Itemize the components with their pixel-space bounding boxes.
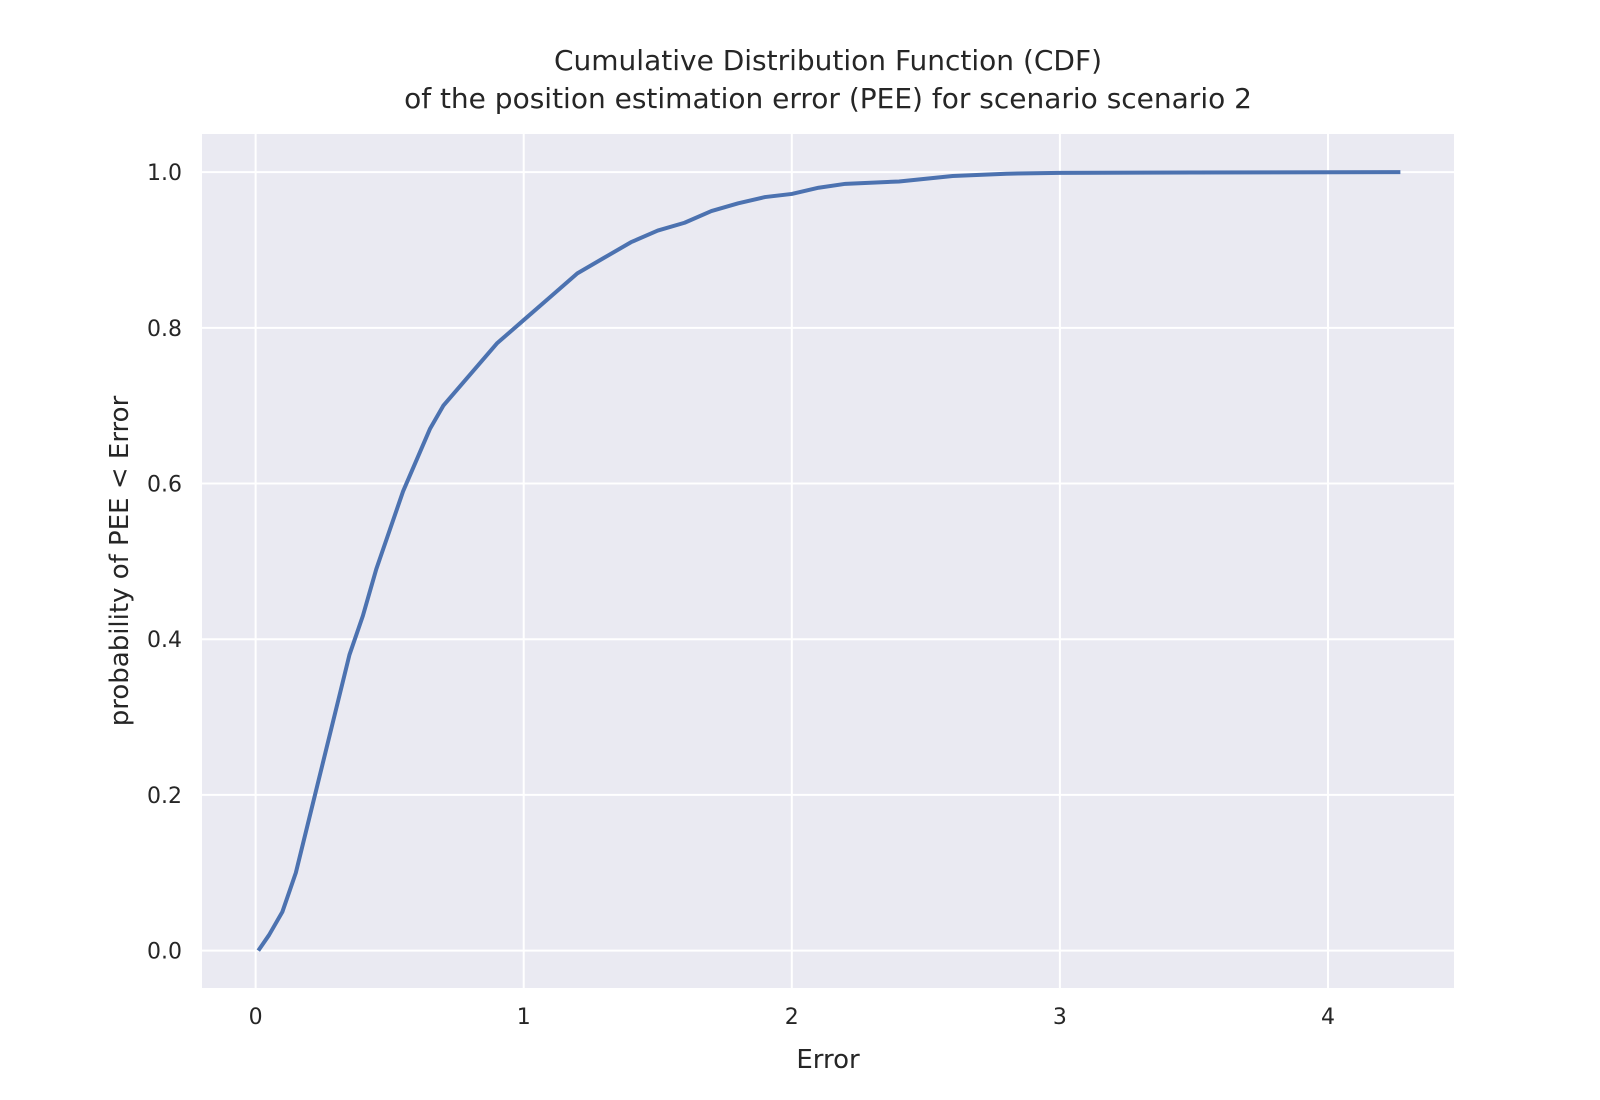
plot-background: [202, 134, 1454, 988]
x-tick-label: 2: [785, 1005, 799, 1030]
y-tick-label: 0.2: [147, 784, 182, 809]
chart-subtitle: of the position estimation error (PEE) f…: [404, 82, 1252, 115]
y-tick-label: 0.6: [147, 473, 182, 498]
y-axis-label: probability of PEE < Error: [105, 395, 135, 726]
x-tick-label: 1: [517, 1005, 531, 1030]
x-tick-label: 0: [249, 1005, 263, 1030]
x-tick-label: 3: [1053, 1005, 1067, 1030]
x-tick-label: 4: [1321, 1005, 1335, 1030]
x-axis-label: Error: [796, 1045, 860, 1075]
cdf-line: [256, 170, 1401, 952]
chart-title: Cumulative Distribution Function (CDF): [554, 44, 1102, 77]
y-tick-label: 0.0: [147, 940, 182, 965]
y-tick-label: 0.8: [147, 317, 182, 342]
y-tick-label: 0.4: [147, 628, 182, 653]
y-tick-label: 1.0: [147, 161, 182, 186]
